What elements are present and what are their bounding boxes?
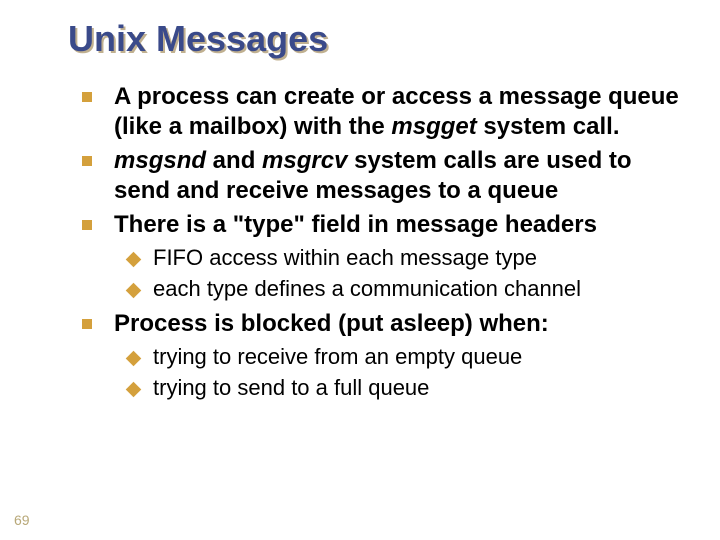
bullet-text: There is a "type" field in message heade… [114,210,597,240]
sub-bullet-item: trying to receive from an empty queue [128,343,690,372]
sub-bullet-text: trying to receive from an empty queue [153,343,522,372]
sub-bullet-item: FIFO access within each message type [128,244,690,273]
slide-content: A process can create or access a message… [82,82,690,402]
bullet-item: msgsnd and msgrcv system calls are used … [82,146,690,206]
square-bullet-icon [82,220,92,230]
bullet-item: A process can create or access a message… [82,82,690,142]
square-bullet-icon [82,92,92,102]
diamond-bullet-icon [126,351,142,367]
text-run: Process is blocked (put asleep) when: [114,310,549,337]
sub-bullet-text: FIFO access within each message type [153,244,537,273]
text-run: and [206,147,262,174]
bullet-text: A process can create or access a message… [114,82,690,142]
slide: Unix Messages A process can create or ac… [0,0,720,540]
text-italic: msgsnd [114,147,206,174]
diamond-bullet-icon [126,382,142,398]
text-italic: msgrcv [262,147,347,174]
sub-bullet-text: trying to send to a full queue [153,374,429,403]
bullet-text: Process is blocked (put asleep) when: [114,309,549,339]
text-run: system call. [477,113,620,140]
sub-bullet-item: each type defines a communication channe… [128,275,690,304]
square-bullet-icon [82,156,92,166]
slide-title: Unix Messages [68,18,690,60]
bullet-item: Process is blocked (put asleep) when: [82,309,690,339]
square-bullet-icon [82,319,92,329]
slide-number: 69 [14,512,30,528]
text-italic: msgget [391,113,476,140]
sub-bullet-item: trying to send to a full queue [128,374,690,403]
diamond-bullet-icon [126,282,142,298]
bullet-item: There is a "type" field in message heade… [82,210,690,240]
bullet-text: msgsnd and msgrcv system calls are used … [114,146,690,206]
diamond-bullet-icon [126,252,142,268]
text-run: There is a "type" field in message heade… [114,211,597,238]
sub-bullet-text: each type defines a communication channe… [153,275,581,304]
